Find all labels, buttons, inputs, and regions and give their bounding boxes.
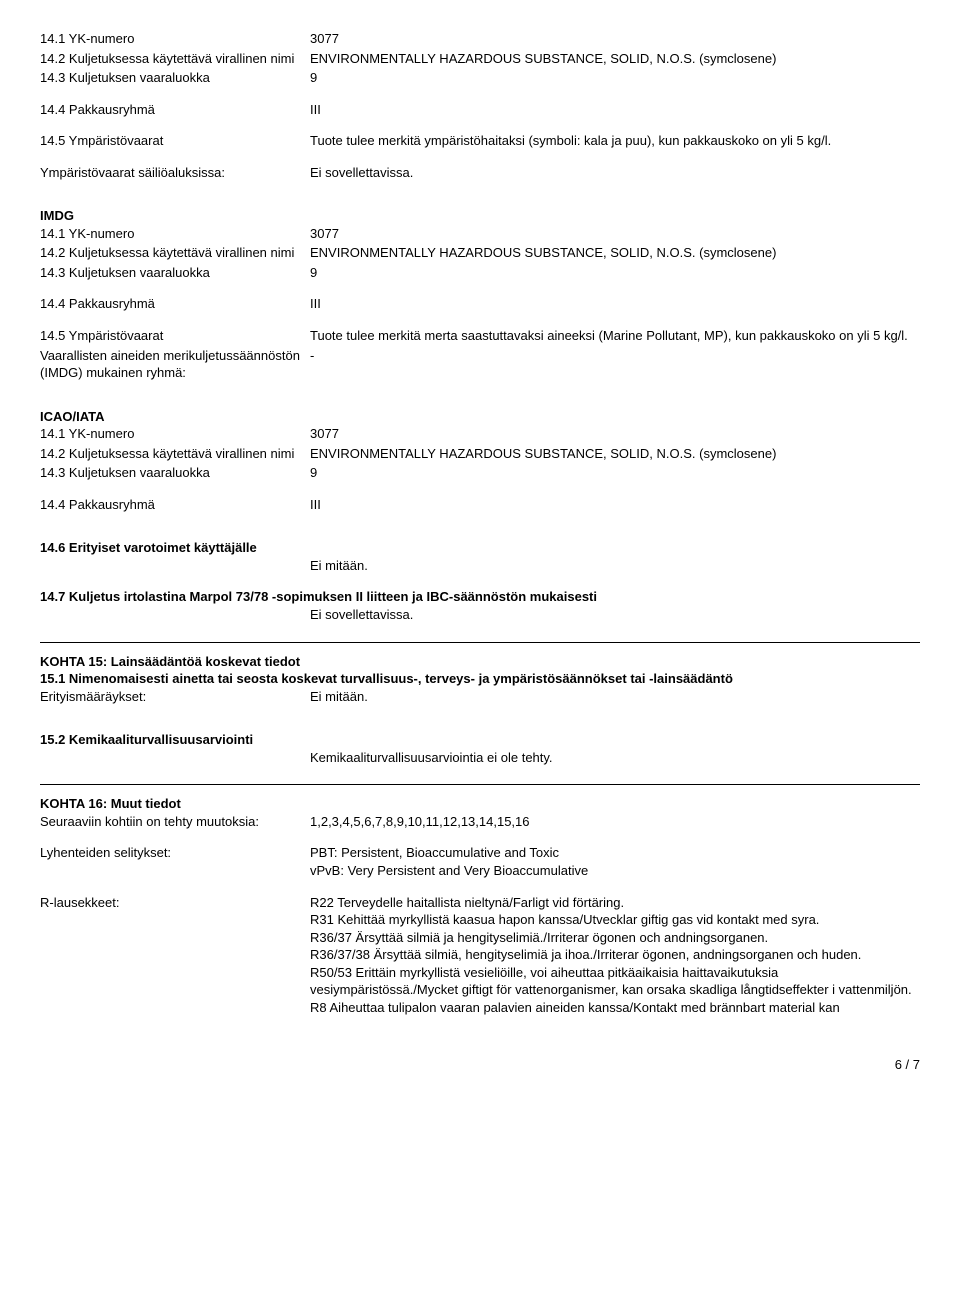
label-packing-group: 14.4 Pakkausryhmä — [40, 101, 310, 119]
divider-2 — [40, 784, 920, 785]
value-changes: 1,2,3,4,5,6,7,8,9,10,11,12,13,14,15,16 — [310, 813, 920, 831]
row-imdg-env: 14.5 Ympäristövaarat Tuote tulee merkitä… — [40, 327, 920, 345]
value-env-hazards: Tuote tulee merkitä ympäristöhaitaksi (s… — [310, 132, 920, 150]
label-env-tank: Ympäristövaarat säiliöaluksissa: — [40, 164, 310, 182]
label-imdg-class: 14.3 Kuljetuksen vaaraluokka — [40, 264, 310, 282]
value-special-provisions: Ei mitään. — [310, 688, 920, 706]
row-imdg-pkg: 14.4 Pakkausryhmä III — [40, 295, 920, 313]
r-phrase-4: R36/37/38 Ärsyttää silmiä, hengityselimi… — [310, 946, 920, 964]
section-kohta-15: KOHTA 15: Lainsäädäntöä koskevat tiedot … — [40, 653, 920, 767]
section-14-transport-general: 14.1 YK-numero 3077 14.2 Kuljetuksessa k… — [40, 30, 920, 181]
row-imdg-un: 14.1 YK-numero 3077 — [40, 225, 920, 243]
row-icao-pkg: 14.4 Pakkausryhmä III — [40, 496, 920, 514]
spacer-15-2 — [40, 749, 310, 767]
label-un-number: 14.1 YK-numero — [40, 30, 310, 48]
section-14-7: 14.7 Kuljetus irtolastina Marpol 73/78 -… — [40, 588, 920, 623]
label-env-hazards: 14.5 Ympäristövaarat — [40, 132, 310, 150]
value-icao-pkg: III — [310, 496, 920, 514]
label-shipping-name: 14.2 Kuljetuksessa käytettävä virallinen… — [40, 50, 310, 68]
heading-kohta-15: KOHTA 15: Lainsäädäntöä koskevat tiedot — [40, 653, 920, 671]
heading-imdg: IMDG — [40, 207, 920, 225]
section-icao: ICAO/IATA 14.1 YK-numero 3077 14.2 Kulje… — [40, 408, 920, 514]
value-hazard-class: 9 — [310, 69, 920, 87]
section-imdg: IMDG 14.1 YK-numero 3077 14.2 Kuljetukse… — [40, 207, 920, 381]
heading-kohta-16: KOHTA 16: Muut tiedot — [40, 795, 920, 813]
row-15-2-value: Kemikaaliturvallisuusarviointia ei ole t… — [40, 749, 920, 767]
label-r-phrases: R-lausekkeet: — [40, 894, 310, 1017]
row-abbreviations: Lyhenteiden selitykset: PBT: Persistent,… — [40, 844, 920, 879]
label-imdg-un: 14.1 YK-numero — [40, 225, 310, 243]
heading-icao: ICAO/IATA — [40, 408, 920, 426]
value-imdg-group: - — [310, 347, 920, 382]
row-r-phrases: R-lausekkeet: R22 Terveydelle haitallist… — [40, 894, 920, 1017]
row-env-tank: Ympäristövaarat säiliöaluksissa: Ei sove… — [40, 164, 920, 182]
r-phrase-2: R31 Kehittää myrkyllistä kaasua hapon ka… — [310, 911, 920, 929]
row-imdg-class: 14.3 Kuljetuksen vaaraluokka 9 — [40, 264, 920, 282]
label-abbreviations: Lyhenteiden selitykset: — [40, 844, 310, 879]
heading-15-2: 15.2 Kemikaaliturvallisuusarviointi — [40, 731, 920, 749]
row-un-number: 14.1 YK-numero 3077 — [40, 30, 920, 48]
heading-14-6: 14.6 Erityiset varotoimet käyttäjälle — [40, 539, 920, 557]
row-imdg-name: 14.2 Kuljetuksessa käytettävä virallinen… — [40, 244, 920, 262]
row-special-provisions: Erityismääräykset: Ei mitään. — [40, 688, 920, 706]
label-imdg-env: 14.5 Ympäristövaarat — [40, 327, 310, 345]
r-phrase-3: R36/37 Ärsyttää silmiä ja hengityselimiä… — [310, 929, 920, 947]
label-icao-un: 14.1 YK-numero — [40, 425, 310, 443]
section-kohta-16: KOHTA 16: Muut tiedot Seuraaviin kohtiin… — [40, 795, 920, 1016]
heading-15-1: 15.1 Nimenomaisesti ainetta tai seosta k… — [40, 670, 920, 688]
label-icao-class: 14.3 Kuljetuksen vaaraluokka — [40, 464, 310, 482]
heading-14-7: 14.7 Kuljetus irtolastina Marpol 73/78 -… — [40, 588, 920, 606]
label-changes: Seuraaviin kohtiin on tehty muutoksia: — [40, 813, 310, 831]
value-shipping-name: ENVIRONMENTALLY HAZARDOUS SUBSTANCE, SOL… — [310, 50, 920, 68]
value-imdg-un: 3077 — [310, 225, 920, 243]
value-imdg-name: ENVIRONMENTALLY HAZARDOUS SUBSTANCE, SOL… — [310, 244, 920, 262]
value-imdg-env: Tuote tulee merkitä merta saastuttavaksi… — [310, 327, 920, 345]
row-icao-class: 14.3 Kuljetuksen vaaraluokka 9 — [40, 464, 920, 482]
r-phrase-5: R50/53 Erittäin myrkyllistä vesieliöille… — [310, 964, 920, 999]
row-icao-un: 14.1 YK-numero 3077 — [40, 425, 920, 443]
value-packing-group: III — [310, 101, 920, 119]
r-phrase-6: R8 Aiheuttaa tulipalon vaaran palavien a… — [310, 999, 920, 1017]
abbr-line-1: PBT: Persistent, Bioaccumulative and Tox… — [310, 844, 920, 862]
value-15-2: Kemikaaliturvallisuusarviointia ei ole t… — [310, 749, 920, 767]
row-hazard-class: 14.3 Kuljetuksen vaaraluokka 9 — [40, 69, 920, 87]
spacer-14-6 — [40, 557, 310, 575]
row-packing-group: 14.4 Pakkausryhmä III — [40, 101, 920, 119]
page-number: 6 / 7 — [40, 1056, 920, 1074]
spacer-14-7 — [40, 606, 310, 624]
row-14-6-value: Ei mitään. — [40, 557, 920, 575]
label-hazard-class: 14.3 Kuljetuksen vaaraluokka — [40, 69, 310, 87]
section-15-2: 15.2 Kemikaaliturvallisuusarviointi Kemi… — [40, 731, 920, 766]
row-env-hazards: 14.5 Ympäristövaarat Tuote tulee merkitä… — [40, 132, 920, 150]
row-changes: Seuraaviin kohtiin on tehty muutoksia: 1… — [40, 813, 920, 831]
value-14-7: Ei sovellettavissa. — [310, 606, 920, 624]
value-un-number: 3077 — [310, 30, 920, 48]
value-env-tank: Ei sovellettavissa. — [310, 164, 920, 182]
row-shipping-name: 14.2 Kuljetuksessa käytettävä virallinen… — [40, 50, 920, 68]
value-icao-name: ENVIRONMENTALLY HAZARDOUS SUBSTANCE, SOL… — [310, 445, 920, 463]
abbr-line-2: vPvB: Very Persistent and Very Bioaccumu… — [310, 862, 920, 880]
value-icao-class: 9 — [310, 464, 920, 482]
divider-1 — [40, 642, 920, 643]
value-abbreviations: PBT: Persistent, Bioaccumulative and Tox… — [310, 844, 920, 879]
label-icao-pkg: 14.4 Pakkausryhmä — [40, 496, 310, 514]
label-special-provisions: Erityismääräykset: — [40, 688, 310, 706]
value-imdg-pkg: III — [310, 295, 920, 313]
value-icao-un: 3077 — [310, 425, 920, 443]
value-imdg-class: 9 — [310, 264, 920, 282]
row-14-7-value: Ei sovellettavissa. — [40, 606, 920, 624]
label-imdg-name: 14.2 Kuljetuksessa käytettävä virallinen… — [40, 244, 310, 262]
label-icao-name: 14.2 Kuljetuksessa käytettävä virallinen… — [40, 445, 310, 463]
row-imdg-group: Vaarallisten aineiden merikuljetussäännö… — [40, 347, 920, 382]
value-14-6: Ei mitään. — [310, 557, 920, 575]
value-r-phrases: R22 Terveydelle haitallista nieltynä/Far… — [310, 894, 920, 1017]
r-phrase-1: R22 Terveydelle haitallista nieltynä/Far… — [310, 894, 920, 912]
label-imdg-group: Vaarallisten aineiden merikuljetussäännö… — [40, 347, 310, 382]
section-14-6: 14.6 Erityiset varotoimet käyttäjälle Ei… — [40, 539, 920, 574]
row-icao-name: 14.2 Kuljetuksessa käytettävä virallinen… — [40, 445, 920, 463]
label-imdg-pkg: 14.4 Pakkausryhmä — [40, 295, 310, 313]
